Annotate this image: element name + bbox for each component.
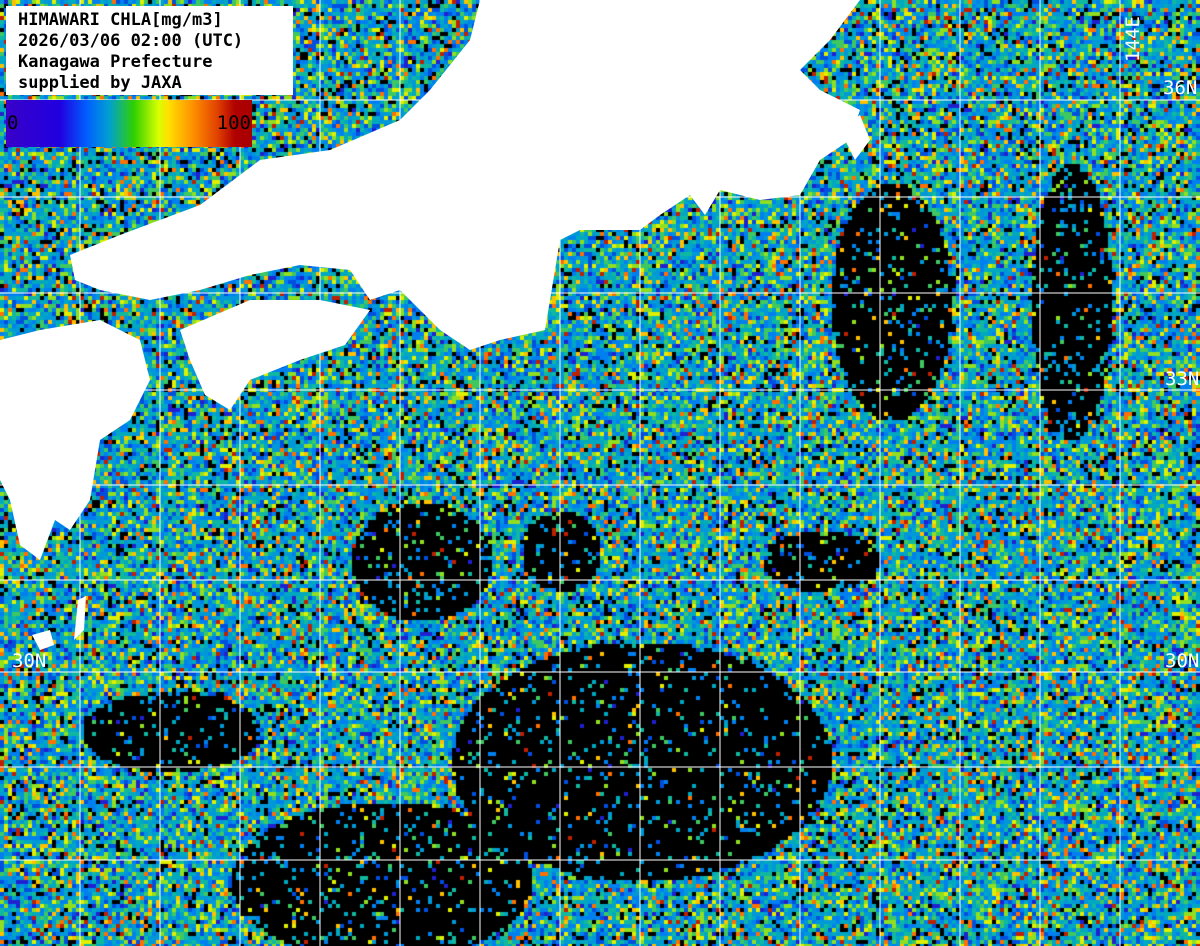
color-scale-bar: 0 100	[6, 100, 252, 147]
title-box: HIMAWARI CHLA[mg/m3] 2026/03/06 02:00 (U…	[6, 6, 293, 95]
lat-label-30n-left: 30N	[12, 650, 47, 672]
land-shikoku	[180, 300, 370, 410]
lat-label-36n: 36N	[1163, 77, 1198, 99]
land-mask	[0, 0, 870, 650]
lon-label-144e: 144E	[1122, 16, 1144, 62]
colorbar-min-label: 0	[7, 112, 19, 134]
land-honshu	[70, 0, 860, 350]
map-credit: supplied by JAXA	[18, 73, 182, 93]
colorbar-max-label: 100	[216, 112, 251, 134]
land-yakushima	[32, 630, 54, 650]
lat-label-30n-right: 30N	[1165, 650, 1200, 672]
land-kyushu	[0, 320, 150, 560]
lon-label-136e: 136E	[482, 16, 504, 62]
map-datetime: 2026/03/06 02:00 (UTC)	[18, 31, 244, 51]
lat-label-33-left: 33	[12, 368, 35, 390]
lat-label-33n-right: 33N	[1165, 368, 1200, 390]
land-boso	[840, 115, 870, 160]
map-title: HIMAWARI CHLA[mg/m3]	[18, 10, 223, 30]
map-region: Kanagawa Prefecture	[18, 52, 213, 72]
